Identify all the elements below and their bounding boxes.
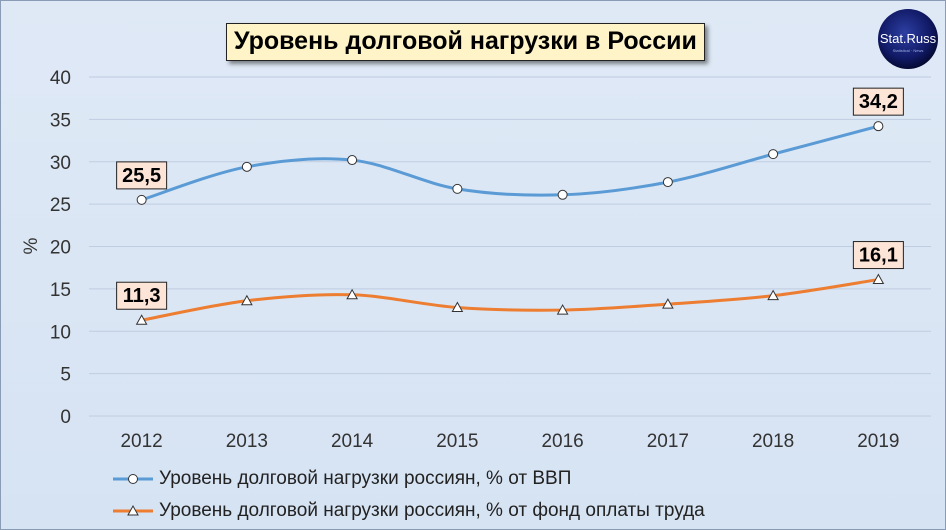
x-tick-label: 2013 (226, 431, 268, 452)
legend-label-series-2: Уровень долговой нагрузки россиян, % от … (159, 500, 705, 521)
data-point-triangle (241, 294, 253, 306)
series-line (141, 278, 879, 322)
x-tick-label: 2016 (541, 431, 583, 452)
data-point-triangle (662, 298, 674, 309)
data-label: 11,3 (116, 281, 168, 310)
y-tick-label: 25 (50, 195, 71, 216)
y-axis-label: % (21, 237, 42, 254)
data-point-circle (452, 183, 463, 194)
y-tick-label: 15 (50, 280, 71, 301)
data-point-triangle (135, 314, 148, 325)
x-tick-label: 2012 (120, 431, 162, 452)
chart-title: Уровень долговой нагрузки в России (226, 23, 705, 61)
x-axis-ticks: 2012 2013 2014 2015 2016 2017 2018 2019 (120, 431, 899, 452)
x-tick-label: 2015 (436, 431, 478, 452)
data-label: 16,1 (852, 241, 904, 270)
y-tick-label: 35 (50, 110, 71, 131)
x-tick-label: 2018 (752, 431, 794, 452)
legend-line-triangle-icon (113, 504, 153, 516)
legend-item-series-1: Уровень долговой нагрузки россиян, % от … (113, 463, 705, 495)
data-point-circle (557, 189, 568, 200)
y-tick-label: 0 (60, 407, 71, 428)
data-label-text: 16,1 (859, 245, 898, 267)
data-label-text: 11,3 (123, 285, 161, 307)
y-tick-label: 30 (50, 153, 71, 174)
data-point-circle (347, 155, 358, 166)
data-point-triangle (767, 289, 779, 301)
data-label-text: 25,5 (122, 165, 161, 187)
data-point-circle (873, 121, 884, 132)
logo-text: Stat.Russ (880, 31, 937, 46)
data-label: 25,5 (116, 161, 168, 190)
y-tick-label: 20 (50, 238, 71, 259)
x-tick-label: 2017 (647, 431, 689, 452)
data-label-text: 34,2 (859, 91, 898, 113)
y-tick-label: 10 (50, 322, 71, 343)
x-tick-label: 2014 (331, 431, 374, 452)
y-tick-label: 5 (60, 365, 71, 386)
data-point-triangle (556, 304, 569, 315)
data-labels: 25,5 34,2 11,3 16,1 (116, 87, 904, 310)
data-point-triangle (451, 301, 464, 313)
data-label-box (116, 281, 168, 310)
legend-label-series-1: Уровень долговой нагрузки россиян, % от … (159, 468, 572, 489)
y-tick-label: 40 (50, 68, 71, 89)
data-label-box (852, 87, 904, 116)
x-tick-label: 2019 (857, 431, 899, 452)
data-label-box (852, 241, 904, 270)
series-1 (136, 121, 884, 205)
data-point-triangle (346, 288, 358, 300)
legend-item-series-2: Уровень долговой нагрузки россиян, % от … (113, 495, 705, 527)
data-point-circle (768, 149, 779, 160)
stat-russ-logo: Stat.Russ Statistical · News (878, 9, 938, 69)
series-2 (135, 273, 885, 325)
data-label-box (116, 161, 168, 190)
chart-legend: Уровень долговой нагрузки россиян, % от … (113, 463, 705, 527)
data-label: 34,2 (852, 87, 904, 116)
series-lines (135, 121, 885, 325)
data-point-triangle (872, 273, 885, 285)
data-point-circle (241, 161, 252, 172)
y-axis-ticks: 0 5 10 15 20 25 30 35 40 (50, 68, 71, 428)
logo-subtext: Statistical · News (893, 48, 924, 53)
data-point-circle (662, 177, 673, 188)
series-line (141, 124, 879, 202)
data-point-circle (136, 194, 147, 205)
grid-lines (89, 76, 931, 417)
legend-line-circle-icon (113, 474, 153, 484)
